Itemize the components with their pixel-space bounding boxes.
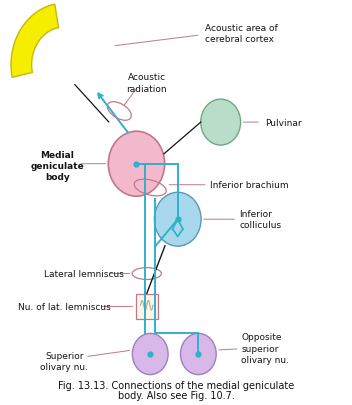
Text: body. Also see Fig. 10.7.: body. Also see Fig. 10.7. — [118, 390, 234, 400]
FancyBboxPatch shape — [136, 294, 158, 320]
Text: Inferior brachium: Inferior brachium — [210, 181, 289, 190]
Text: Pulvinar: Pulvinar — [265, 118, 302, 127]
Circle shape — [108, 132, 165, 197]
Text: Opposite
superior
olivary nu.: Opposite superior olivary nu. — [241, 333, 289, 364]
Circle shape — [154, 193, 201, 247]
Text: Inferior
colliculus: Inferior colliculus — [240, 210, 282, 230]
Text: Nu. of lat. lemniscus: Nu. of lat. lemniscus — [18, 302, 111, 311]
Polygon shape — [11, 5, 58, 78]
Circle shape — [132, 334, 168, 375]
Text: Acoustic area of
cerebral cortex: Acoustic area of cerebral cortex — [205, 24, 278, 44]
Text: Lateral lemniscus: Lateral lemniscus — [44, 269, 124, 278]
Text: Fig. 13.13. Connections of the medial geniculate: Fig. 13.13. Connections of the medial ge… — [58, 379, 294, 390]
Text: Medial
geniculate
body: Medial geniculate body — [31, 151, 84, 182]
Circle shape — [181, 334, 216, 375]
Text: Acoustic
radiation: Acoustic radiation — [126, 73, 167, 93]
Circle shape — [201, 100, 241, 146]
Text: Superior
olivary nu.: Superior olivary nu. — [40, 351, 88, 371]
